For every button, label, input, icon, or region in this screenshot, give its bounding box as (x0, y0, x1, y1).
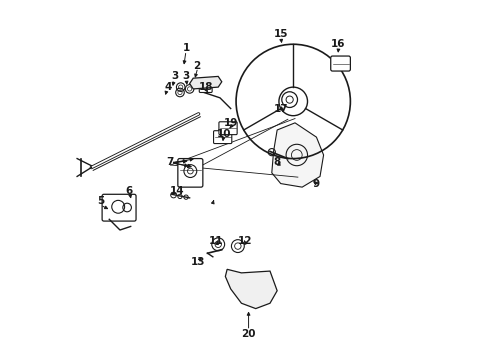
Text: 9: 9 (313, 179, 320, 189)
Text: 3: 3 (182, 71, 190, 81)
Text: 17: 17 (273, 104, 288, 113)
FancyBboxPatch shape (219, 122, 237, 135)
Text: 5: 5 (97, 197, 104, 206)
Text: 13: 13 (191, 257, 206, 267)
FancyBboxPatch shape (178, 158, 203, 187)
FancyBboxPatch shape (214, 131, 232, 144)
Polygon shape (190, 76, 222, 89)
Text: 11: 11 (209, 236, 223, 246)
Polygon shape (225, 269, 277, 309)
Text: 8: 8 (273, 157, 281, 167)
Polygon shape (272, 123, 323, 187)
Text: 4: 4 (165, 82, 172, 92)
Text: 19: 19 (223, 118, 238, 128)
Text: 20: 20 (241, 329, 256, 339)
Text: 18: 18 (198, 82, 213, 92)
Text: 2: 2 (193, 61, 200, 71)
Text: 16: 16 (331, 39, 345, 49)
FancyBboxPatch shape (199, 84, 212, 93)
FancyBboxPatch shape (102, 194, 136, 221)
Text: 1: 1 (182, 43, 190, 53)
Text: 6: 6 (125, 186, 132, 196)
Text: 15: 15 (273, 28, 288, 39)
Text: 3: 3 (172, 71, 179, 81)
Text: 10: 10 (216, 129, 231, 139)
FancyBboxPatch shape (331, 56, 350, 71)
Text: 14: 14 (170, 186, 184, 196)
Text: 12: 12 (238, 236, 252, 246)
Text: 7: 7 (166, 157, 173, 167)
